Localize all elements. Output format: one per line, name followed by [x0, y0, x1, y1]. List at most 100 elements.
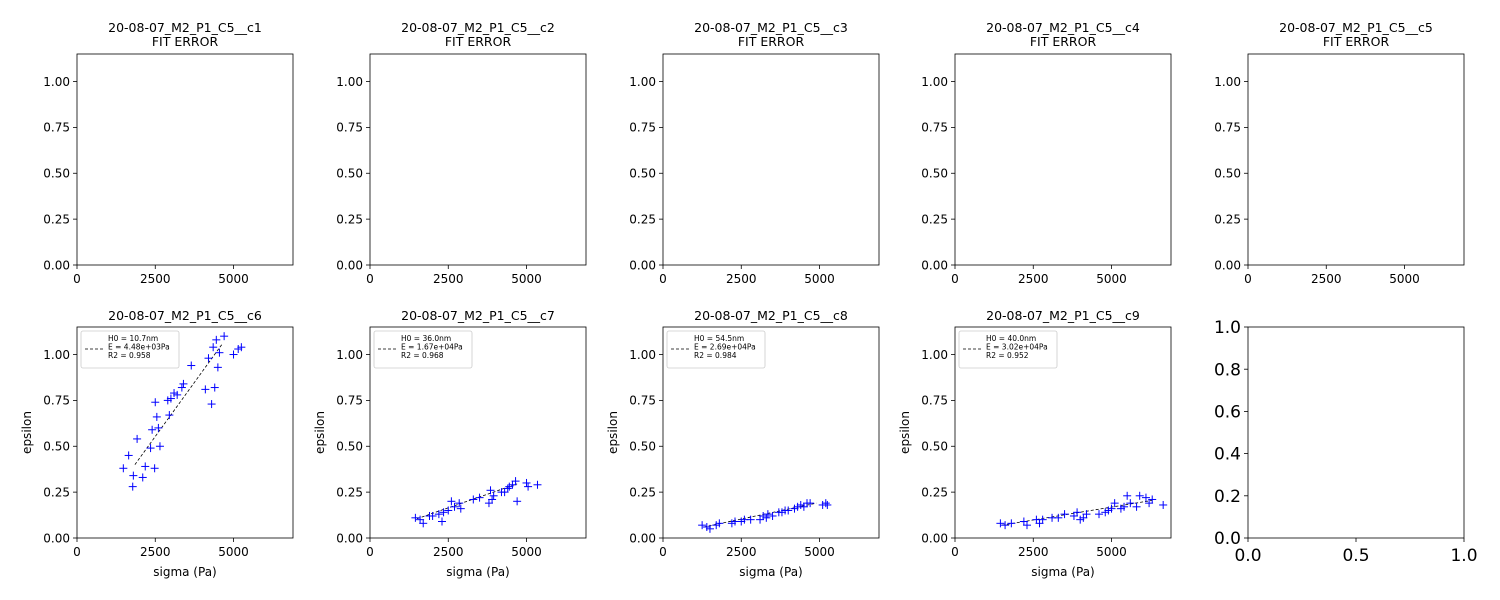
subplot-8: 20-08-07_M2_P1_C5__c8 0 2500 5000 0.00 0.25 0.…	[606, 308, 880, 579]
y-tick-label: 0.50	[921, 167, 948, 181]
y-tick-label: 0.25	[629, 212, 656, 226]
x-tick-label: 0	[73, 545, 81, 559]
y-tick-label: 0.50	[629, 167, 656, 181]
y-tick-label: 0.25	[43, 212, 70, 226]
subplot-6: 20-08-07_M2_P1_C5__c6 0 2500 5000 0.00 0.25 0.…	[20, 308, 294, 579]
data-point	[152, 412, 161, 421]
x-tick-label: 2500	[726, 272, 757, 286]
y-tick-label: 1.00	[1214, 75, 1241, 89]
data-point	[1073, 508, 1082, 517]
y-tick-label: 0.75	[629, 121, 656, 135]
axes-frame	[369, 53, 587, 266]
legend-text: E = 1.67e+04Pa	[401, 343, 463, 352]
y-tick-label: 0.25	[629, 485, 656, 499]
data-point	[150, 464, 159, 473]
data-point	[237, 343, 246, 352]
subplot-10: 0.0 0.5 1.0 0.0 0.2 0.4 0.6 0.8 1.0	[1214, 318, 1478, 566]
x-tick-label: 0	[951, 545, 959, 559]
axes-frame	[954, 53, 1172, 266]
x-tick-label: 2500	[1018, 545, 1049, 559]
y-axis-label: epsilon	[313, 411, 327, 454]
legend-text: H0 = 54.5nm	[694, 334, 744, 343]
data-point	[434, 510, 443, 519]
x-tick-label: 0.5	[1342, 546, 1369, 566]
x-tick-label: 2500	[140, 545, 171, 559]
data-point	[154, 423, 163, 432]
data-point	[1110, 499, 1119, 508]
y-axis-label: epsilon	[20, 411, 34, 454]
y-tick-label: 0.50	[336, 167, 363, 181]
data-point	[165, 411, 174, 420]
data-point	[215, 348, 224, 357]
y-tick-label: 0.00	[629, 258, 656, 272]
y-tick-label: 1.00	[336, 348, 363, 362]
y-tick-label: 0.75	[1214, 121, 1241, 135]
subplot-title: 20-08-07_M2_P1_C5__c8	[694, 308, 848, 323]
y-tick-label: 0.75	[921, 121, 948, 135]
legend-text: H0 = 10.7nm	[108, 334, 158, 343]
data-point	[1001, 521, 1010, 530]
data-point	[1082, 510, 1091, 519]
y-tick-label: 1.00	[43, 348, 70, 362]
data-point	[1095, 510, 1103, 519]
data-point	[438, 517, 446, 526]
axes-frame	[662, 326, 880, 539]
legend-text: E = 2.69e+04Pa	[694, 343, 756, 352]
y-tick-label: 0.00	[336, 531, 363, 545]
y-tick-label: 0.2	[1214, 487, 1241, 507]
data-point	[166, 394, 175, 403]
data-point	[1007, 519, 1016, 528]
data-point	[138, 473, 147, 482]
data-point	[148, 425, 157, 434]
data-point	[177, 383, 186, 392]
y-tick-label: 1.00	[43, 75, 70, 89]
fit-line	[416, 483, 518, 520]
x-tick-label: 5000	[1389, 272, 1420, 286]
subplot-subtitle: FIT ERROR	[1323, 34, 1390, 49]
data-point	[511, 477, 520, 486]
axes-frame	[76, 326, 294, 539]
subplot-subtitle: FIT ERROR	[738, 34, 805, 49]
y-tick-label: 0.50	[629, 440, 656, 454]
data-point	[141, 462, 150, 471]
data-point	[1159, 500, 1168, 509]
subplot-title: 20-08-07_M2_P1_C5__c5	[1279, 20, 1433, 35]
data-point	[762, 513, 771, 522]
legend-text: R2 = 0.984	[694, 351, 737, 360]
x-tick-label: 0	[73, 272, 81, 286]
axes-frame	[1247, 53, 1465, 266]
data-point	[207, 400, 216, 409]
data-point	[1148, 495, 1157, 504]
legend-text: H0 = 36.0nm	[401, 334, 451, 343]
x-tick-label: 5000	[218, 272, 249, 286]
data-point	[486, 486, 495, 495]
y-tick-label: 0.75	[921, 394, 948, 408]
data-point	[503, 484, 512, 493]
y-tick-label: 0.6	[1214, 403, 1241, 423]
x-tick-label: 2500	[433, 272, 464, 286]
data-point	[1135, 491, 1144, 500]
legend-box	[80, 330, 180, 369]
legend-box	[373, 330, 473, 369]
y-tick-label: 0.75	[336, 394, 363, 408]
data-point	[155, 442, 164, 451]
data-point	[201, 385, 210, 394]
subplot-7: 20-08-07_M2_P1_C5__c7 0 2500 5000 0.00 0.25 0.…	[313, 308, 587, 579]
y-tick-label: 0.4	[1214, 445, 1241, 465]
y-tick-label: 0.25	[921, 212, 948, 226]
y-tick-label: 0.25	[336, 485, 363, 499]
data-point	[784, 506, 793, 515]
data-point	[428, 511, 437, 520]
data-point	[763, 510, 772, 519]
data-point	[488, 495, 497, 504]
axes-frame	[76, 53, 294, 266]
legend-text: E = 4.48e+03Pa	[108, 343, 170, 352]
data-point	[705, 524, 714, 533]
